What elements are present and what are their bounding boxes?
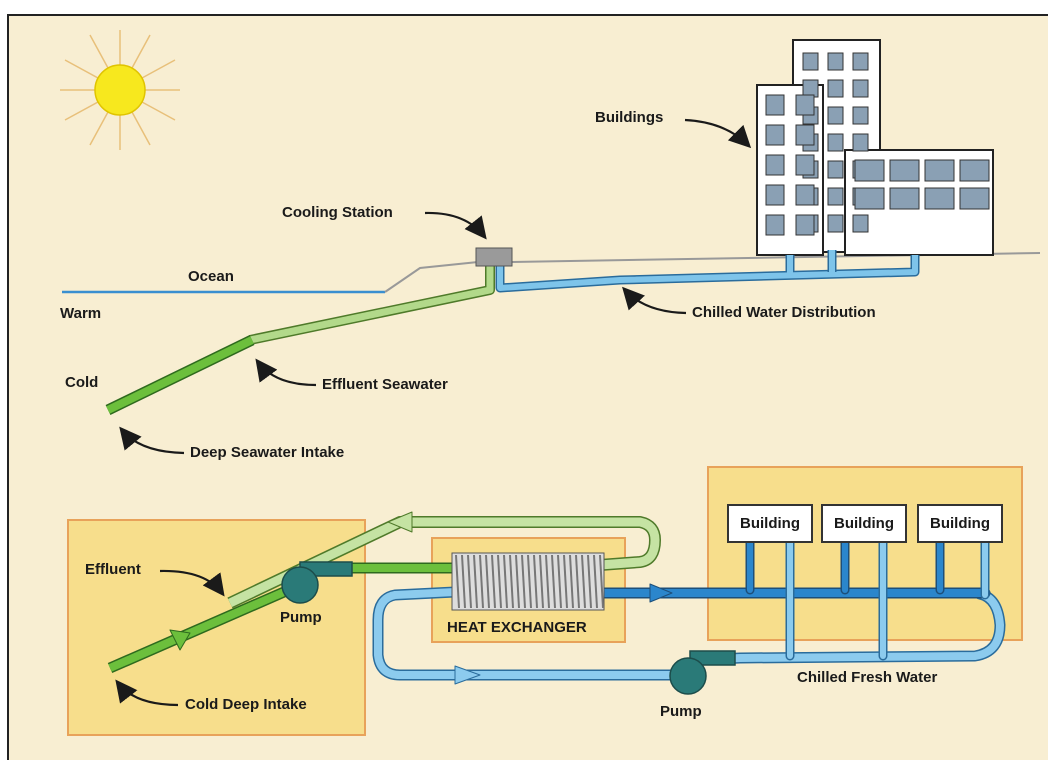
window xyxy=(827,133,844,152)
window xyxy=(889,159,920,182)
label: Effluent xyxy=(85,561,141,578)
frame xyxy=(7,14,1048,760)
window xyxy=(795,154,815,176)
arrow xyxy=(255,358,317,387)
coil-turn xyxy=(563,554,568,609)
window xyxy=(795,94,815,116)
window xyxy=(827,106,844,125)
window xyxy=(827,52,844,71)
label: Chilled Water Distribution xyxy=(692,304,876,321)
window xyxy=(795,184,815,206)
chilled-water-pipe xyxy=(495,250,920,293)
coil-turn xyxy=(491,554,496,609)
coil-turn xyxy=(539,554,544,609)
coil-turn xyxy=(599,554,604,609)
window xyxy=(854,159,885,182)
window xyxy=(959,187,990,210)
window xyxy=(827,160,844,179)
arrow xyxy=(119,426,185,455)
windows xyxy=(765,52,990,236)
coil-turn xyxy=(503,554,508,609)
window xyxy=(765,184,785,206)
window xyxy=(827,214,844,233)
arrow xyxy=(424,211,487,240)
window xyxy=(795,124,815,146)
coil-turn xyxy=(497,554,502,609)
label: Chilled Fresh Water xyxy=(797,669,937,686)
coil-turn xyxy=(455,554,460,609)
window xyxy=(924,187,955,210)
label: Deep Seawater Intake xyxy=(190,444,344,461)
fresh-water-loop xyxy=(372,537,1006,685)
coil-turn xyxy=(527,554,532,609)
label: Pump xyxy=(660,703,702,720)
coil-turn xyxy=(521,554,526,609)
label: Cold xyxy=(65,374,98,391)
window xyxy=(795,214,815,236)
window xyxy=(852,214,869,233)
coil-turn xyxy=(545,554,550,609)
label: HEAT EXCHANGER xyxy=(447,619,587,636)
window xyxy=(924,159,955,182)
coil-turn xyxy=(557,554,562,609)
window xyxy=(802,79,819,98)
coil-turn xyxy=(467,554,472,609)
window xyxy=(854,187,885,210)
coil-turn xyxy=(515,554,520,609)
ground xyxy=(384,261,479,293)
pump xyxy=(281,561,736,695)
label: Building xyxy=(740,515,800,532)
seawater-pipe xyxy=(105,264,495,415)
arrow xyxy=(684,118,752,149)
label: Cold Deep Intake xyxy=(185,696,307,713)
label: Cooling Station xyxy=(282,204,393,221)
seawater-loop xyxy=(107,511,661,674)
label: Building xyxy=(930,515,990,532)
label: Ocean xyxy=(188,268,234,285)
coil-turn xyxy=(575,554,580,609)
coil-turn xyxy=(587,554,592,609)
cooling-station xyxy=(475,247,513,267)
coil-turn xyxy=(569,554,574,609)
window xyxy=(852,79,869,98)
label: Building xyxy=(834,515,894,532)
coil-turn xyxy=(509,554,514,609)
label: Pump xyxy=(280,609,322,626)
sun xyxy=(60,30,180,150)
window xyxy=(802,52,819,71)
coil-turn xyxy=(479,554,484,609)
window xyxy=(765,214,785,236)
window xyxy=(765,124,785,146)
arrow xyxy=(159,569,225,597)
window xyxy=(827,187,844,206)
window xyxy=(852,133,869,152)
label: Warm xyxy=(60,305,101,322)
building-boxes xyxy=(727,504,1003,543)
window xyxy=(765,94,785,116)
coil xyxy=(455,554,604,609)
coil-turn xyxy=(581,554,586,609)
window xyxy=(852,106,869,125)
window xyxy=(959,159,990,182)
arrow xyxy=(115,679,179,707)
arrow xyxy=(622,286,687,315)
window xyxy=(765,154,785,176)
coil-turn xyxy=(473,554,478,609)
coil-turn xyxy=(593,554,598,609)
window xyxy=(852,52,869,71)
label: Effluent Seawater xyxy=(322,376,448,393)
coil-turn xyxy=(533,554,538,609)
window xyxy=(889,187,920,210)
window xyxy=(827,79,844,98)
coil-turn xyxy=(551,554,556,609)
coil-turn xyxy=(485,554,490,609)
coil-turn xyxy=(461,554,466,609)
label: Buildings xyxy=(595,109,663,126)
